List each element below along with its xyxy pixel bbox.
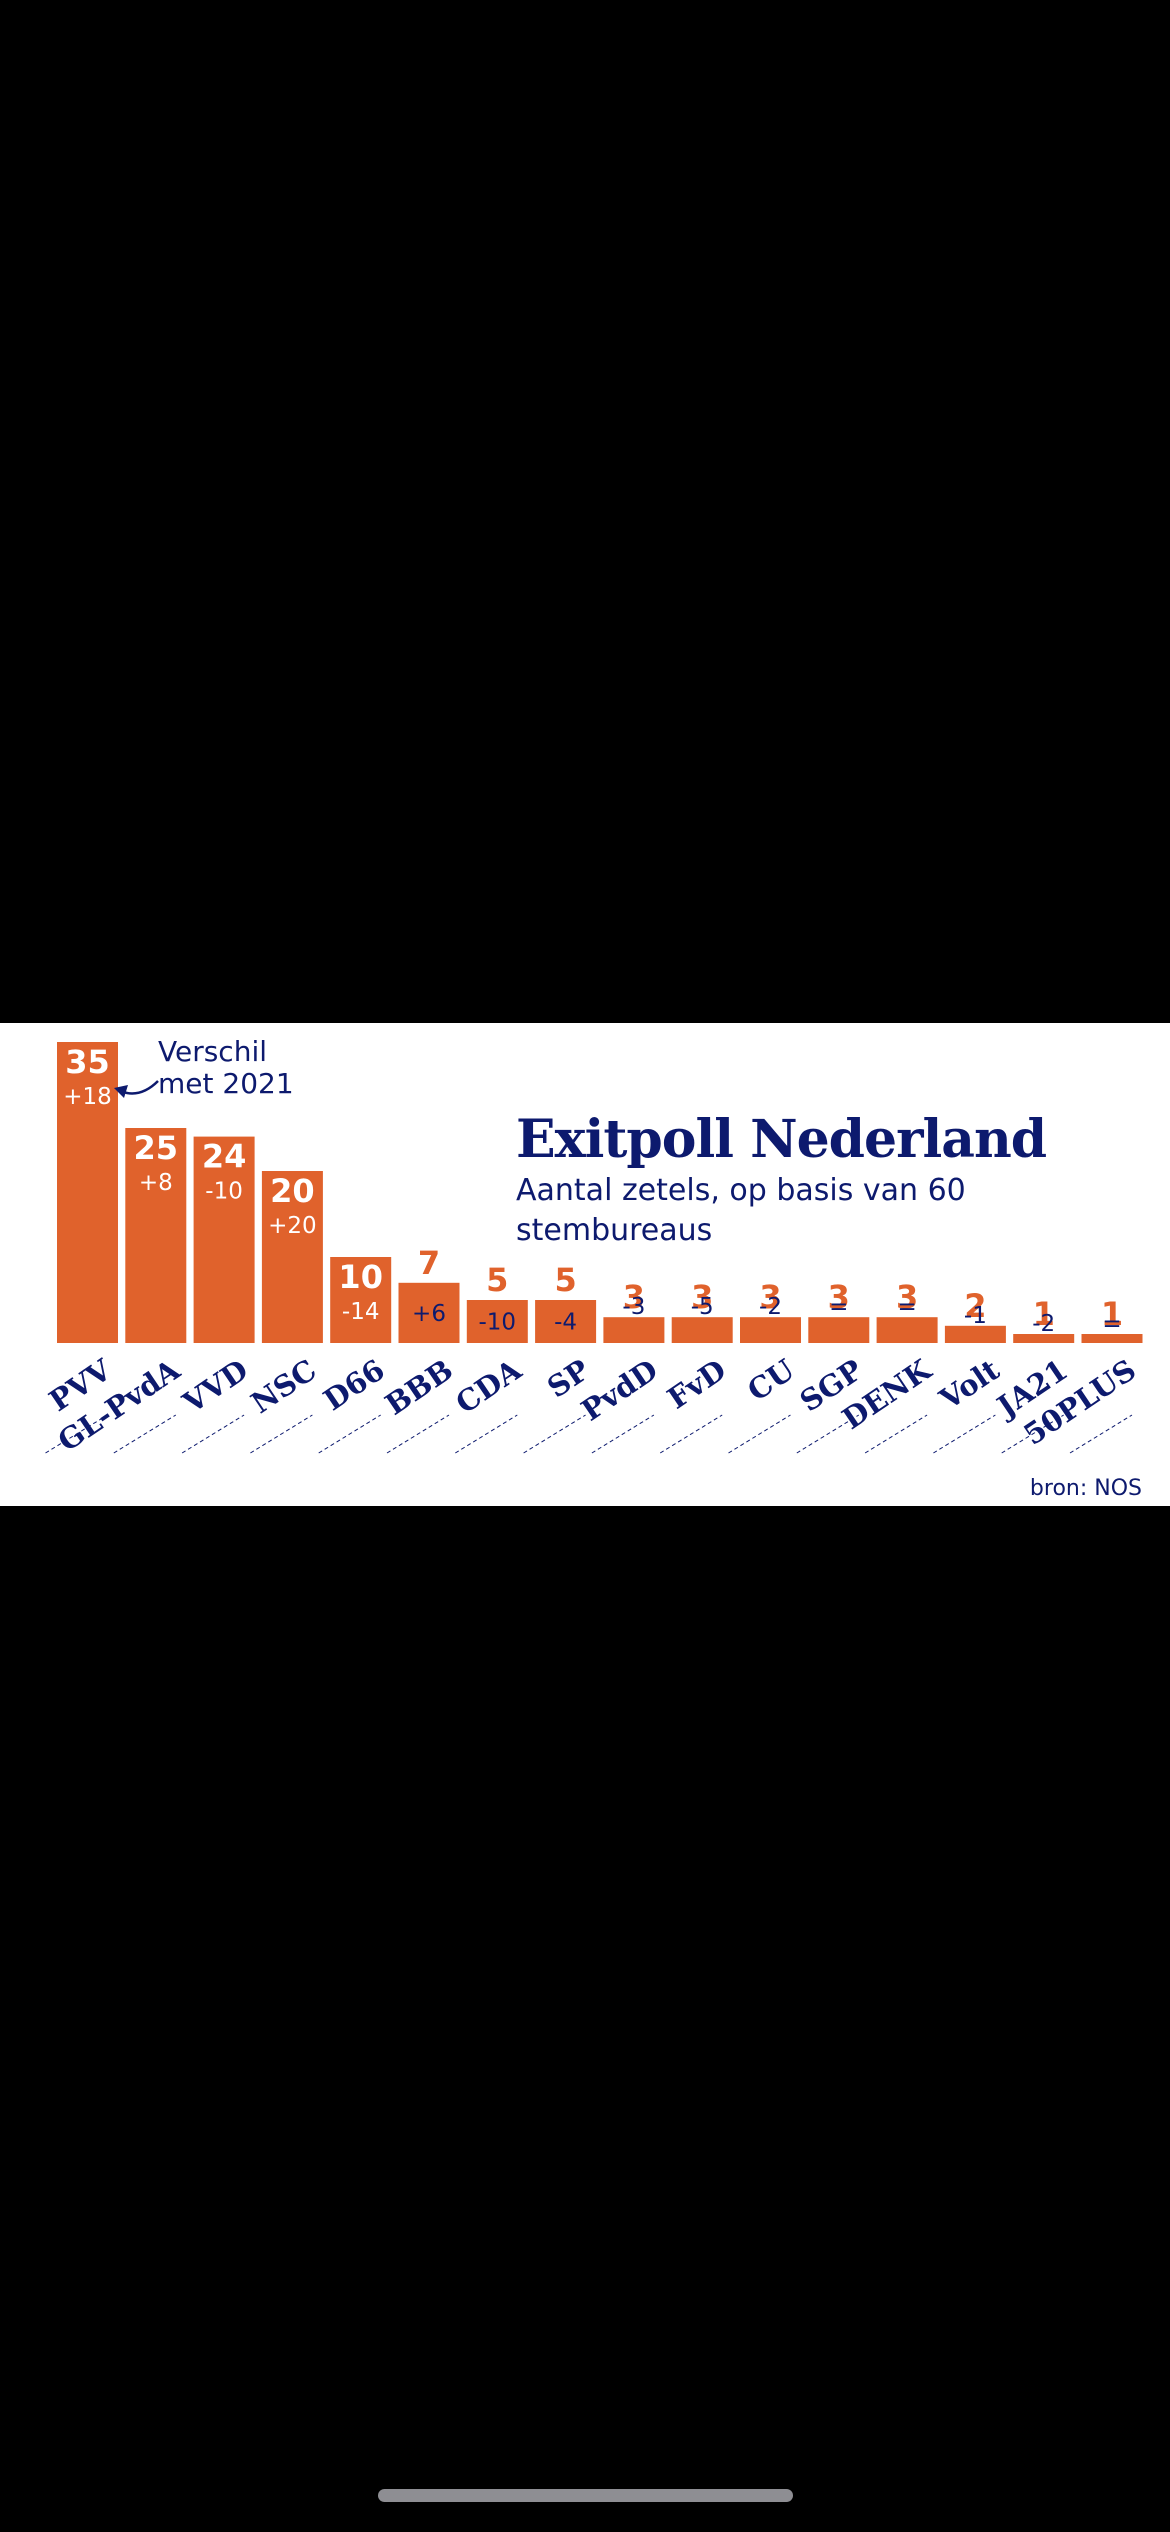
bar-change-label: -3 [622, 1294, 645, 1320]
category-label: CU [741, 1353, 800, 1408]
bar [57, 1042, 118, 1343]
category-guide-line [659, 1414, 723, 1454]
bar-change-label: -2 [759, 1294, 782, 1320]
category-label: PvdD [575, 1353, 664, 1428]
bar-value-label: 3 [623, 1278, 645, 1316]
bar [740, 1317, 801, 1343]
bar-change-label: -4 [554, 1310, 577, 1336]
bar-change-label: -1 [964, 1303, 987, 1329]
category-guide-line [864, 1414, 928, 1454]
category-guide-line [250, 1414, 313, 1454]
bar-change-label: = [897, 1294, 916, 1320]
bar-change-label: = [1102, 1311, 1121, 1337]
bar [125, 1128, 187, 1343]
bar-change-label: = [829, 1294, 848, 1320]
bar [1081, 1334, 1143, 1343]
bar [1013, 1334, 1075, 1343]
bar-change-label: +20 [268, 1213, 317, 1239]
bar-value-label: 1 [1033, 1295, 1055, 1333]
category-guide-line [113, 1414, 177, 1454]
annotation-arrowhead [114, 1085, 128, 1098]
bar [944, 1325, 1006, 1343]
category-guide-line [455, 1414, 518, 1454]
bar-value-label: 2 [964, 1287, 986, 1325]
home-indicator[interactable] [378, 2489, 793, 2502]
bar-value-label: 3 [691, 1278, 713, 1316]
bar-change-label: -5 [691, 1294, 714, 1320]
category-guide-line [933, 1414, 996, 1454]
chart-title: Exitpoll Nederland [516, 1109, 1047, 1170]
category-guide-line [1069, 1414, 1133, 1454]
bar [808, 1317, 870, 1343]
bar [330, 1257, 392, 1343]
bar-value-label: 5 [486, 1261, 508, 1299]
bar-change-label: +6 [412, 1301, 446, 1327]
category-guide-line [796, 1414, 860, 1454]
category-label: NSC [245, 1353, 322, 1421]
bar [466, 1300, 528, 1343]
bar-value-label: 3 [828, 1278, 850, 1316]
category-guide-line [728, 1414, 791, 1454]
bar-change-label: -10 [479, 1310, 517, 1336]
bar-change-label: -2 [1032, 1311, 1055, 1337]
bar-value-label: 3 [896, 1278, 918, 1316]
bar-value-label: 10 [338, 1258, 383, 1296]
bar-change-label: -10 [205, 1179, 243, 1205]
source-note: bron: NOS [1029, 1476, 1142, 1501]
chart-card: 35 +18 PVV 25 +8 GL-PvdA 24 -10 VVD 20 +20 NSC 10 -14… [0, 1023, 1170, 1506]
bar-value-label: 3 [759, 1278, 781, 1316]
category-label: FvD [661, 1353, 732, 1416]
bar [671, 1317, 733, 1343]
category-guide-line [523, 1414, 586, 1454]
bar-change-label: +8 [139, 1170, 173, 1196]
bar-value-label: 35 [65, 1043, 110, 1081]
change-annotation: Verschil met 2021 [158, 1035, 294, 1100]
category-guide-line [386, 1414, 450, 1454]
category-label: CDA [450, 1352, 528, 1420]
bar [398, 1282, 460, 1343]
category-guide-line [45, 1414, 108, 1454]
bar [603, 1317, 665, 1343]
category-label: VVD [176, 1353, 254, 1421]
bar-value-label: 1 [1101, 1295, 1123, 1333]
category-label: BBB [379, 1353, 459, 1422]
category-label: Volt [933, 1352, 1006, 1417]
bar-value-label: 7 [418, 1244, 440, 1282]
category-label: D66 [317, 1353, 390, 1418]
bar-change-label: +18 [63, 1084, 112, 1110]
category-guide-line [318, 1414, 381, 1454]
bar-change-label: -14 [342, 1299, 380, 1325]
category-guide-line [1001, 1414, 1064, 1454]
bar [876, 1317, 938, 1343]
chart-subtitle: Aantal zetels, op basis van 60 stemburea… [516, 1173, 966, 1248]
bar-value-label: 20 [270, 1172, 315, 1210]
bar [193, 1136, 255, 1343]
bar-value-label: 5 [554, 1261, 576, 1299]
bar [261, 1171, 323, 1343]
category-guide-line [591, 1414, 655, 1454]
bar [535, 1300, 597, 1343]
category-guide-line [181, 1414, 245, 1454]
bar-value-label: 24 [202, 1138, 247, 1176]
bar-chart: 35+18PVV25+8GL-PvdA24-10VVD20+20NSC10-14… [43, 1042, 1143, 1458]
bar-value-label: 25 [134, 1129, 179, 1167]
